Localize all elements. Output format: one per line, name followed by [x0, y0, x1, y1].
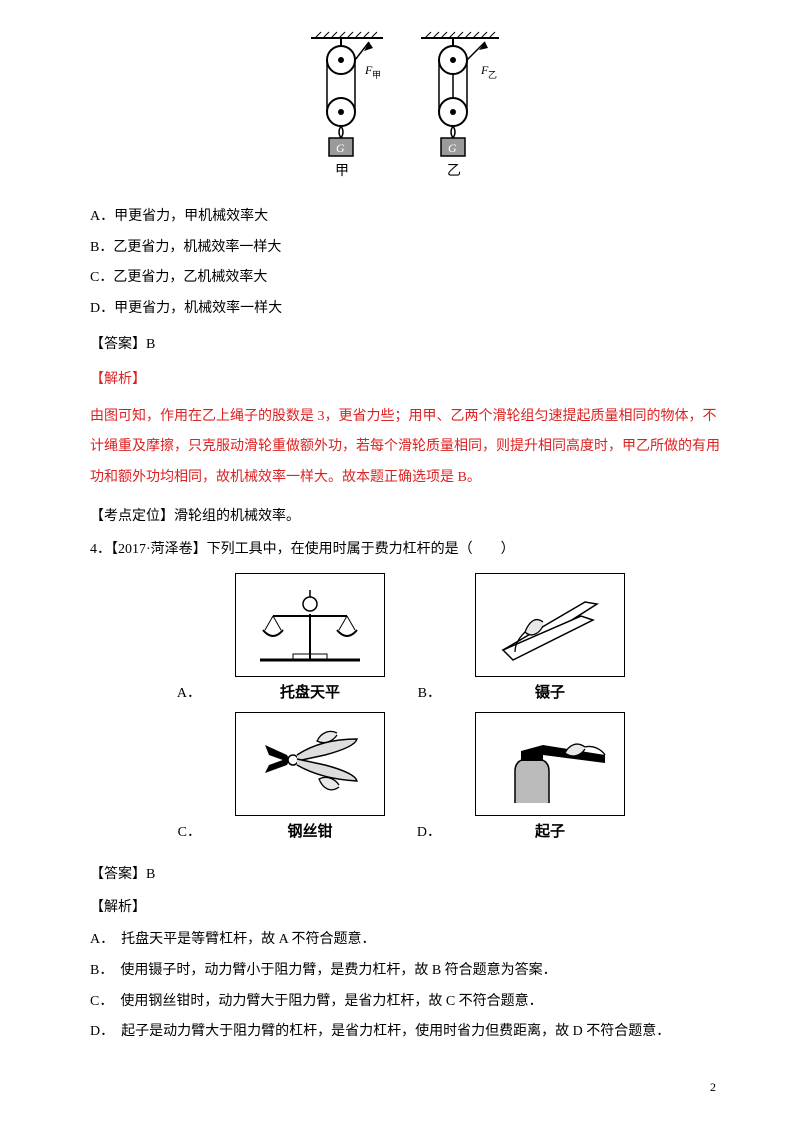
pulley-figure: F 甲 G 甲 [90, 30, 720, 190]
tool-grid: A． 托盘天平 [90, 573, 720, 846]
q4-stem: 4．【2017·菏泽卷】下列工具中，在使用时属于费力杠杆的是（ ） [90, 537, 720, 564]
bottle-opener-icon [485, 721, 615, 807]
svg-text:甲: 甲 [372, 70, 381, 80]
q4-analysis-b: B． 使用镊子时，动力臂小于阻力臂，是费力杠杆，故 B 符合题意为答案． [90, 958, 720, 985]
q3-kaodian: 【考点定位】滑轮组的机械效率。 [90, 504, 720, 531]
q3-option-b: B．乙更省力，机械效率一样大 [90, 235, 720, 262]
tool-caption-a: 托盘天平 [225, 679, 395, 708]
tool-cell-a: 托盘天平 [225, 573, 395, 708]
balance-scale-icon [245, 582, 375, 668]
tool-caption-c: 钢丝钳 [225, 818, 395, 847]
q3-analysis-body: 由图可知，作用在乙上绳子的股数是 3，更省力些；用甲、乙两个滑轮组匀速提起质量相… [90, 402, 720, 494]
pulley-yi-icon: F 乙 G 乙 [417, 30, 503, 190]
tool-caption-d: 起子 [465, 818, 635, 847]
q3-analysis-label: 【解析】 [90, 367, 720, 394]
svg-text:乙: 乙 [447, 163, 461, 179]
page: F 甲 G 甲 [0, 0, 800, 1129]
tool-cell-b: 镊子 [465, 573, 635, 708]
page-number: 2 [90, 1076, 720, 1099]
q4-analysis-c: C． 使用钢丝钳时，动力臂大于阻力臂，是省力杠杆，故 C 不符合题意． [90, 989, 720, 1016]
tool-letter-a: A． [175, 681, 205, 708]
svg-text:乙: 乙 [488, 70, 497, 80]
tool-caption-b: 镊子 [465, 679, 635, 708]
q3-option-d: D．甲更省力，机械效率一样大 [90, 296, 720, 323]
svg-text:G: G [336, 141, 345, 155]
tweezers-icon [485, 582, 615, 668]
tool-letter-d: D． [415, 820, 445, 847]
svg-text:G: G [448, 141, 457, 155]
tool-cell-c: 钢丝钳 [225, 712, 395, 847]
svg-text:甲: 甲 [335, 164, 349, 179]
q4-analysis-a: A． 托盘天平是等臂杠杆，故 A 不符合题意． [90, 927, 720, 954]
q4-answer: 【答案】B [90, 862, 720, 889]
tool-letter-c: C． [175, 820, 205, 847]
pulley-jia-icon: F 甲 G 甲 [307, 30, 387, 190]
q4-analysis-d: D． 起子是动力臂大于阻力臂的杠杆，是省力杠杆，使用时省力但费距离，故 D 不符… [90, 1019, 720, 1046]
tool-cell-d: 起子 [465, 712, 635, 847]
q4-analysis-label: 【解析】 [90, 895, 720, 922]
q3-option-a: A．甲更省力，甲机械效率大 [90, 204, 720, 231]
q3-answer: 【答案】B [90, 332, 720, 359]
pliers-icon [245, 721, 375, 807]
tool-letter-b: B． [415, 681, 445, 708]
q3-option-c: C．乙更省力，乙机械效率大 [90, 265, 720, 292]
